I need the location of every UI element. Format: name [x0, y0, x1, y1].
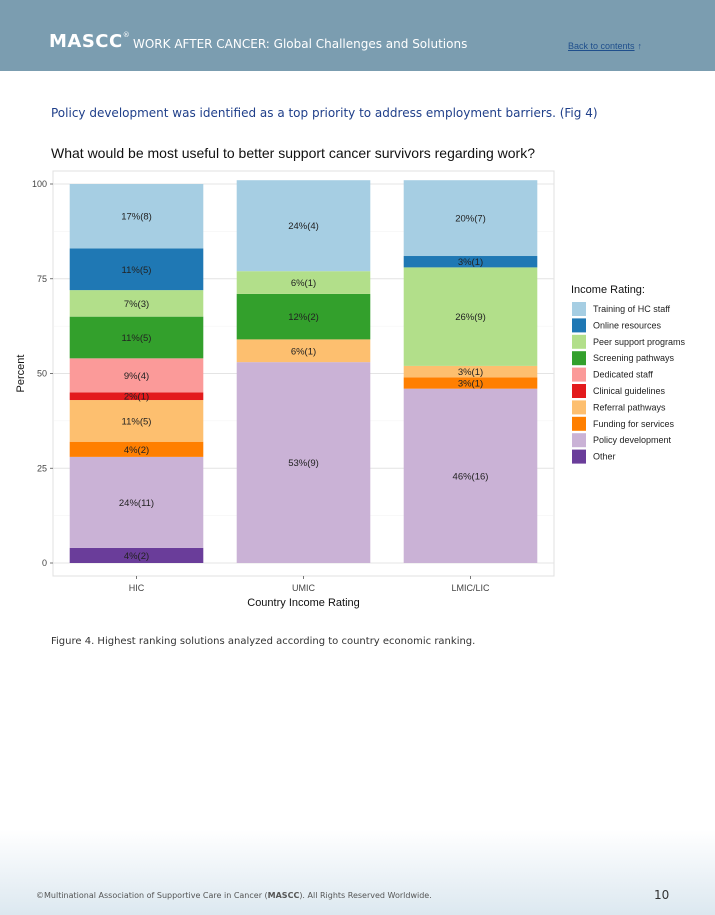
legend-label: Training of HC staff [593, 304, 671, 314]
x-tick-label: UMIC [292, 583, 315, 593]
bar-segment [403, 267, 538, 366]
bar-segment [69, 184, 204, 249]
bar-data-label: 3%(1) [458, 367, 483, 378]
legend-label: Other [593, 452, 616, 462]
bar-segment [69, 248, 204, 291]
bar-segment [403, 388, 538, 563]
x-tick-label: LMIC/LIC [451, 583, 490, 593]
bar-data-label: 17%(8) [121, 212, 152, 223]
back-to-contents-link[interactable]: Back to contents ↑ [568, 41, 642, 51]
legend-swatch [572, 400, 586, 415]
mascc-logo: MASCC® [49, 31, 130, 52]
y-axis-label: Percent [15, 355, 27, 393]
bar-segment [69, 358, 204, 393]
bar-data-label: 11%(5) [122, 416, 152, 427]
x-axis-label: Country Income Rating [247, 597, 360, 609]
bar-data-label: 4%(2) [124, 551, 149, 562]
bar-segment [236, 180, 371, 272]
stacked-bar-chart: What would be most useful to better supp… [15, 145, 686, 609]
arrow-up-icon: ↑ [637, 41, 643, 51]
bar-segment [236, 293, 371, 340]
bar-segment [69, 441, 204, 457]
legend-label: Policy development [593, 435, 672, 445]
brand-name: MASCC [49, 31, 123, 52]
intro-text: Policy development was identified as a t… [51, 106, 598, 120]
legend-swatch [572, 334, 586, 349]
legend-swatch [572, 318, 586, 333]
bar-data-label: 6%(1) [291, 278, 316, 289]
copyright-pre: ©Multinational Association of Supportive… [36, 891, 268, 900]
legend-swatch [572, 449, 586, 464]
figure-caption: Figure 4. Highest ranking solutions anal… [51, 636, 476, 647]
bar-data-label: 20%(7) [455, 214, 486, 225]
chart-panel: What would be most useful to better supp… [12, 138, 704, 633]
legend-label: Peer support programs [593, 337, 686, 347]
legend-title: Income Rating: [571, 284, 645, 296]
copyright-post: ). All Rights Reserved Worldwide. [299, 891, 432, 900]
bar-segment [403, 365, 538, 378]
legend-label: Online resources [593, 320, 662, 330]
legend-label: Funding for services [593, 419, 675, 429]
document-subtitle: WORK AFTER CANCER: Global Challenges and… [133, 37, 468, 51]
bar-segment [69, 316, 204, 359]
y-tick-label: 100 [32, 179, 47, 189]
bar-segment [403, 256, 538, 268]
copyright-text: ©Multinational Association of Supportive… [36, 891, 432, 900]
legend-swatch [572, 416, 586, 431]
bar-data-label: 24%(11) [119, 498, 154, 509]
legend-swatch [572, 384, 586, 398]
bar-segment [236, 339, 371, 363]
registered-mark: ® [122, 31, 131, 39]
bar-data-label: 4%(2) [124, 445, 149, 456]
legend-swatch [572, 433, 586, 448]
y-tick-label: 50 [37, 369, 47, 379]
bar-data-label: 2%(1) [124, 392, 149, 403]
bar-data-label: 3%(1) [458, 378, 483, 389]
legend-label: Screening pathways [593, 353, 675, 363]
legend-label: Dedicated staff [593, 370, 653, 380]
bar-segment [69, 392, 204, 401]
bar-data-label: 9%(4) [124, 371, 149, 382]
page-header: MASCC® WORK AFTER CANCER: Global Challen… [0, 0, 715, 71]
y-tick-label: 75 [37, 274, 47, 284]
bar-data-label: 7%(3) [124, 299, 149, 310]
x-tick-label: HIC [129, 583, 145, 593]
page-footer [0, 830, 715, 915]
bar-segment [236, 362, 371, 563]
bar-segment [403, 180, 538, 257]
bar-data-label: 26%(9) [455, 312, 486, 323]
bar-segment [69, 400, 204, 442]
legend-label: Referral pathways [593, 402, 666, 412]
bar-data-label: 46%(16) [453, 471, 489, 482]
bar-data-label: 53%(9) [288, 458, 319, 469]
bar-segment [69, 290, 204, 317]
bar-data-label: 24%(4) [288, 221, 319, 232]
page-number: 10 [654, 888, 670, 902]
bar-data-label: 3%(1) [458, 257, 483, 268]
bar-data-label: 11%(5) [122, 265, 152, 276]
bar-data-label: 12%(2) [288, 312, 319, 323]
y-tick-label: 25 [37, 463, 47, 473]
back-link-label: Back to contents [568, 41, 635, 51]
bar-segment [236, 271, 371, 294]
bar-segment [69, 547, 204, 563]
legend-swatch [572, 367, 586, 382]
chart-title: What would be most useful to better supp… [51, 145, 535, 161]
legend-label: Clinical guidelines [593, 386, 666, 396]
bar-data-label: 11%(5) [122, 333, 152, 344]
bar-data-label: 6%(1) [291, 346, 316, 357]
legend-swatch [572, 302, 586, 316]
copyright-brand: MASCC [267, 891, 300, 900]
y-tick-label: 0 [42, 558, 47, 568]
bar-segment [403, 377, 538, 389]
bar-segment [69, 456, 204, 548]
legend-swatch [572, 351, 586, 366]
